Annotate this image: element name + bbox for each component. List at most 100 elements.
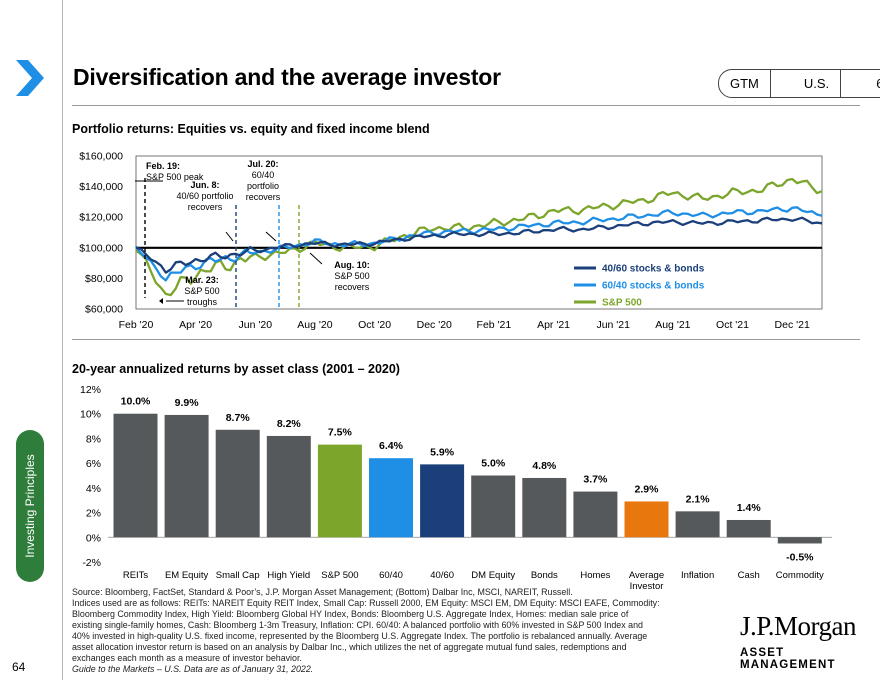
x-tick-label: Dec '21 [775, 319, 810, 331]
x-tick-label: Aug '21 [655, 319, 690, 331]
tag-divider [769, 70, 793, 97]
y-tick-label: 2% [86, 508, 101, 520]
y-tick-label: -2% [82, 557, 101, 569]
sidebar-tab-investing-principles[interactable]: Investing Principles [16, 430, 44, 582]
asset-management-logo-text: ASSET MANAGEMENT [740, 647, 836, 671]
title-rule [72, 105, 860, 106]
bar-12 [726, 519, 771, 538]
x-tick-label: Feb '20 [119, 319, 154, 331]
bar-10 [624, 501, 669, 538]
annotation-text: 40/60 portfolio [176, 191, 233, 201]
x-tick-label: Jun '20 [239, 319, 273, 331]
source-line: exchanges each month as a measure of inv… [72, 653, 302, 663]
source-line: Indices used are as follows: REITs: NARE… [72, 598, 660, 608]
source-line: existing single-family homes, Cash: Bloo… [72, 620, 643, 630]
annotation-text: S&P 500 [184, 286, 219, 296]
annotation-text: troughs [187, 297, 218, 307]
legend-label: 40/60 stocks & bonds [602, 264, 705, 275]
bar-value-label: -0.5% [786, 551, 814, 563]
series-line-0 [135, 216, 823, 274]
category-label: DM Equity [471, 570, 515, 581]
bar-value-label: 10.0% [121, 396, 151, 408]
bar-3 [266, 435, 311, 538]
bar-value-label: 8.2% [277, 418, 302, 430]
x-tick-label: Apr '21 [537, 319, 570, 331]
category-label: 40/60 [430, 570, 454, 581]
category-label: Cash [738, 570, 760, 581]
x-tick-label: Dec '20 [417, 319, 452, 331]
y-tick-label: $100,000 [79, 242, 123, 254]
asset-class-bar-chart: -2% 0% 2% 4% 6% 8% 10% 12% 10.0% REITs 9.9% EM Equi… [80, 384, 832, 592]
source-line: asset allocation investor return is base… [72, 642, 627, 652]
y-tick-label: 0% [86, 532, 101, 544]
annotation-text: Jun. 8: [190, 180, 219, 190]
top-chart-heading: Portfolio returns: Equities vs. equity a… [72, 122, 430, 136]
bar-7 [471, 475, 516, 538]
bar-value-label: 1.4% [737, 502, 762, 514]
bar-value-label: 7.5% [328, 427, 353, 439]
category-label: Commodity [776, 570, 824, 581]
bar-value-label: 2.1% [686, 493, 711, 505]
annotation-text: portfolio [247, 181, 279, 191]
bar-1 [164, 414, 209, 538]
y-tick-label: $80,000 [85, 273, 123, 285]
x-tick-label: Aug '20 [297, 319, 332, 331]
annotation-text: recovers [335, 282, 370, 292]
legend-label: 60/40 stocks & bonds [602, 281, 705, 292]
bar-value-label: 6.4% [379, 440, 404, 452]
category-label: S&P 500 [321, 570, 358, 581]
y-tick-label: $160,000 [79, 151, 123, 163]
y-tick-label: 10% [80, 409, 101, 421]
tag-gtm: GTM [730, 76, 759, 91]
bar-11 [675, 511, 720, 538]
source-line: Bloomberg Commodity Index, High Yield: B… [72, 609, 629, 619]
annotation-text: Mar. 23: [185, 275, 219, 285]
y-tick-label: 4% [86, 483, 101, 495]
x-tick-label: Oct '21 [716, 319, 749, 331]
annotation-text: recovers [246, 192, 281, 202]
legend-label: S&P 500 [602, 298, 642, 309]
plot-frame [135, 155, 823, 310]
y-tick-label: 8% [86, 433, 101, 445]
page-title: Diversification and the average investor [73, 64, 501, 90]
category-label: EM Equity [165, 570, 209, 581]
category-label: Small Cap [216, 570, 260, 581]
annotation-text: S&P 500 [334, 271, 369, 281]
page-number: 64 [12, 660, 26, 674]
category-label: Bonds [531, 570, 558, 581]
category-label: REITs [123, 570, 149, 581]
bar-value-label: 4.8% [532, 460, 557, 472]
series-line-2 [135, 177, 823, 297]
y-tick-label: 12% [80, 384, 101, 396]
annotation-text: Aug. 10: [334, 260, 370, 270]
category-label: Investor [630, 581, 664, 592]
tag-divider [840, 70, 863, 97]
bar-value-label: 8.7% [226, 412, 251, 424]
source-line: Source: Bloomberg, FactSet, Standard & P… [72, 587, 573, 597]
category-label: 60/40 [379, 570, 403, 581]
tag-page: 64 [876, 76, 880, 91]
bar-2 [215, 429, 260, 538]
source-line: 40% invested in high-quality U.S. fixed … [72, 631, 648, 641]
x-tick-label: Apr '20 [179, 319, 212, 331]
bar-5 [369, 458, 413, 538]
y-tick-label: $120,000 [79, 212, 123, 224]
bar-value-label: 2.9% [635, 483, 660, 495]
annotation-text: Jul. 20: [247, 159, 278, 169]
annotation-text: Feb. 19: [146, 161, 180, 171]
annotation-arrowhead [159, 298, 163, 304]
y-tick-label: $140,000 [79, 181, 123, 193]
category-label: Inflation [681, 570, 714, 581]
bar-9 [573, 491, 618, 538]
x-tick-label: Oct '20 [358, 319, 391, 331]
bar-13 [777, 537, 822, 544]
bar-0 [113, 413, 158, 538]
bar-8 [522, 477, 567, 538]
category-label: Homes [580, 570, 610, 581]
y-tick-label: 6% [86, 458, 101, 470]
chevron-right-icon [16, 60, 44, 96]
bar-value-label: 3.7% [583, 474, 608, 486]
bar-4 [317, 444, 362, 538]
x-tick-label: Jun '21 [596, 319, 630, 331]
annotation-text: 60/40 [252, 170, 275, 180]
